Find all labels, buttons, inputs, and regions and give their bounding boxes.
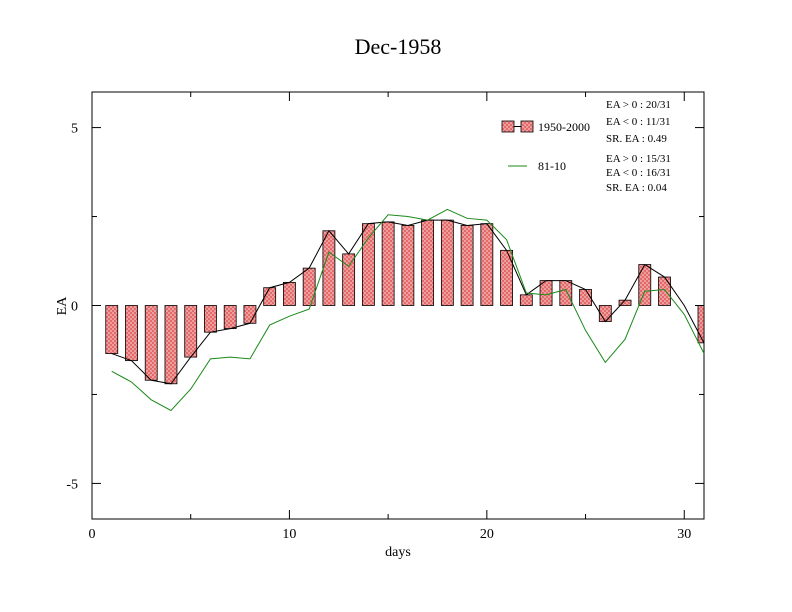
y-tick-label-0: 0 [71, 300, 78, 315]
bar-day-15 [381, 221, 395, 306]
bar-tip-connector [111, 219, 705, 385]
bar-day-23 [539, 280, 553, 306]
stats-bars: EA > 0 : 20/31 EA < 0 : 11/31 SR. EA : 0… [606, 99, 671, 145]
legend: 1950-2000 81-10 EA > 0 : 20/31 EA < 0 : … [501, 99, 671, 194]
bar-day-11 [302, 267, 316, 306]
plot-area: 0 10 20 30 5 0 -5 [66, 91, 705, 542]
y-axis-label: EA [55, 296, 70, 316]
x-tick-label-10: 10 [282, 527, 296, 542]
x-tick-label-30: 30 [677, 527, 691, 542]
y-tick-label-5: 5 [71, 122, 78, 137]
stats-line: EA > 0 : 15/31 EA < 0 : 16/31 SR. EA : 0… [606, 153, 671, 194]
bar-day-18 [440, 219, 454, 306]
bar-day-4 [164, 305, 178, 385]
bar-day-1 [105, 305, 119, 354]
x-tick-label-20: 20 [480, 527, 494, 542]
bar-day-24 [559, 280, 573, 306]
legend-entry-bars: 1950-2000 [501, 120, 590, 134]
bar-day-8 [243, 305, 257, 324]
bar-day-29 [658, 276, 671, 306]
bar-day-28 [638, 264, 652, 306]
bar-day-3 [144, 305, 158, 381]
bar-day-19 [460, 225, 474, 306]
legend-swatch-bars-1 [501, 120, 515, 133]
bar-day-16 [401, 225, 415, 306]
bar-day-12 [322, 230, 336, 306]
bar-day-10 [283, 281, 296, 306]
stat-line-sr: SR. EA : 0.04 [606, 182, 667, 194]
legend-entry-line: 81-10 [508, 159, 566, 173]
x-tick-label-0: 0 [89, 527, 96, 542]
stat-bars-positive: EA > 0 : 20/31 [606, 99, 671, 111]
bar-day-2 [125, 305, 138, 362]
bar-day-14 [361, 223, 375, 306]
legend-swatch-bars-2 [520, 120, 534, 133]
bar-day-26 [598, 305, 612, 322]
bar-day-20 [480, 223, 494, 306]
stat-line-positive: EA > 0 : 15/31 [606, 153, 671, 165]
bar-day-13 [342, 253, 356, 306]
bar-day-25 [579, 289, 592, 306]
bar-day-7 [223, 305, 237, 330]
y-tick-label--5: -5 [66, 477, 78, 492]
bar-day-5 [184, 305, 198, 358]
stat-line-negative: EA < 0 : 16/31 [606, 167, 671, 179]
bar-day-22 [519, 294, 533, 306]
bar-day-9 [263, 287, 277, 306]
x-axis-label: days [385, 545, 411, 560]
bar-day-6 [204, 305, 217, 333]
legend-label-line: 81-10 [538, 159, 566, 173]
stat-bars-sr: SR. EA : 0.49 [606, 133, 667, 145]
legend-label-bars: 1950-2000 [538, 120, 590, 134]
bar-day-17 [421, 219, 435, 306]
chart-title: Dec-1958 [355, 34, 442, 59]
series-line-81-10 [111, 208, 705, 412]
stat-bars-negative: EA < 0 : 11/31 [606, 116, 670, 128]
